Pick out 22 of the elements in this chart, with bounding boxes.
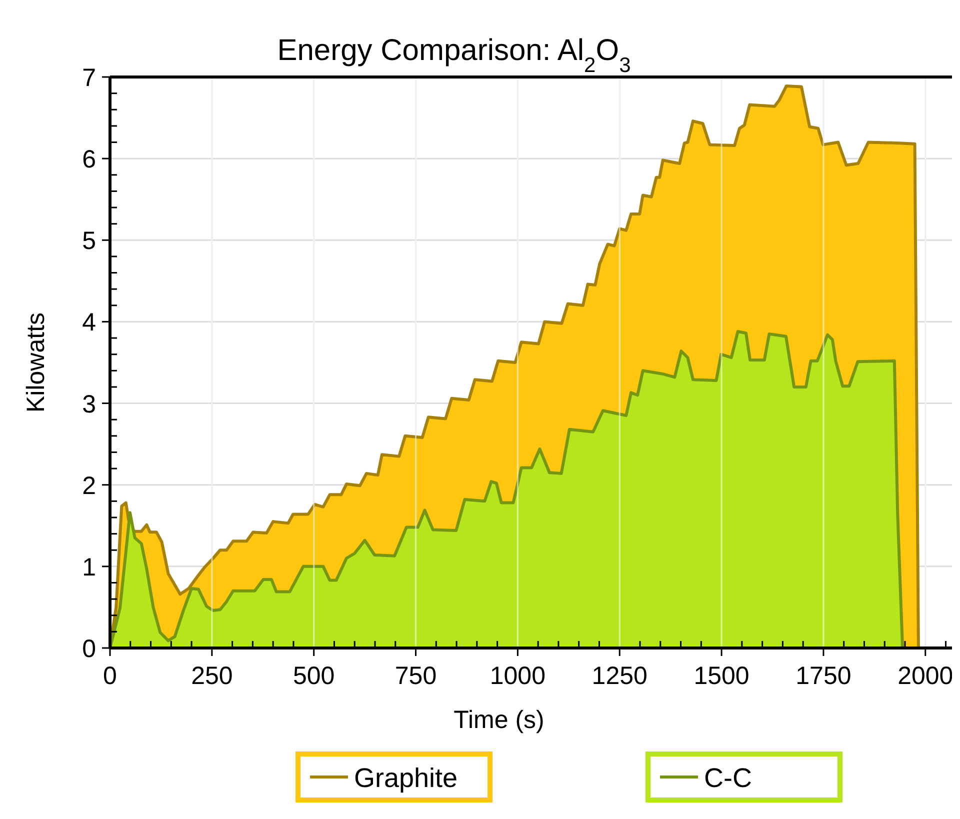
x-tick-label: 250 (191, 662, 233, 690)
y-tick-label: 5 (82, 227, 96, 256)
legend-label: Graphite (354, 763, 458, 793)
x-tick-label: 500 (292, 662, 335, 690)
x-axis-title: Time (s) (454, 706, 544, 734)
y-tick-label: 1 (82, 553, 96, 582)
x-tick-label: 750 (394, 662, 437, 690)
y-axis-title: Kilowatts (22, 312, 50, 413)
x-tick-label: 2000 (898, 662, 954, 690)
y-tick-label: 6 (82, 146, 96, 174)
y-tick-label: 4 (82, 308, 96, 337)
x-tick-label: 0 (103, 662, 117, 690)
x-tick-label: 1500 (694, 662, 750, 690)
legend-label: C-C (704, 763, 752, 793)
y-tick-label: 7 (82, 64, 96, 92)
y-tick-label: 0 (82, 635, 96, 663)
x-tick-label: 1750 (796, 662, 852, 690)
x-tick-label: 1000 (490, 662, 546, 690)
y-tick-label: 2 (82, 472, 96, 500)
y-tick-label: 3 (82, 390, 96, 418)
chart-title: Energy Comparison: Al$_{2}$O$_{3}$ (277, 34, 631, 76)
x-tick-label: 1250 (592, 662, 648, 690)
